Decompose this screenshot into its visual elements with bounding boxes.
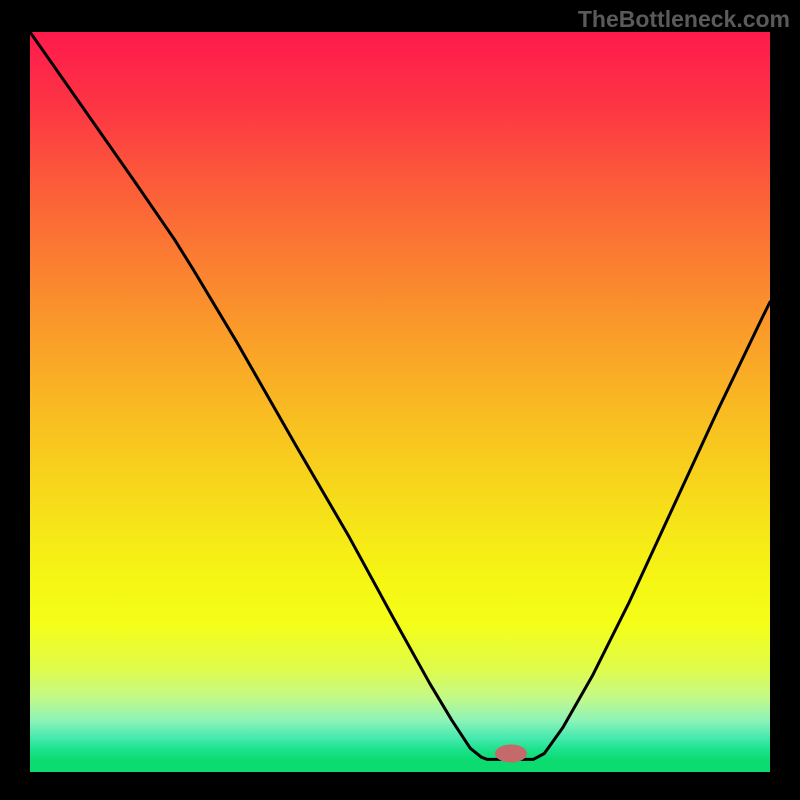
chart-container: TheBottleneck.com xyxy=(0,0,800,800)
chart-gradient-background xyxy=(30,32,770,772)
watermark-text: TheBottleneck.com xyxy=(578,6,790,33)
bottleneck-chart xyxy=(0,0,800,800)
optimal-point-marker xyxy=(495,745,527,763)
